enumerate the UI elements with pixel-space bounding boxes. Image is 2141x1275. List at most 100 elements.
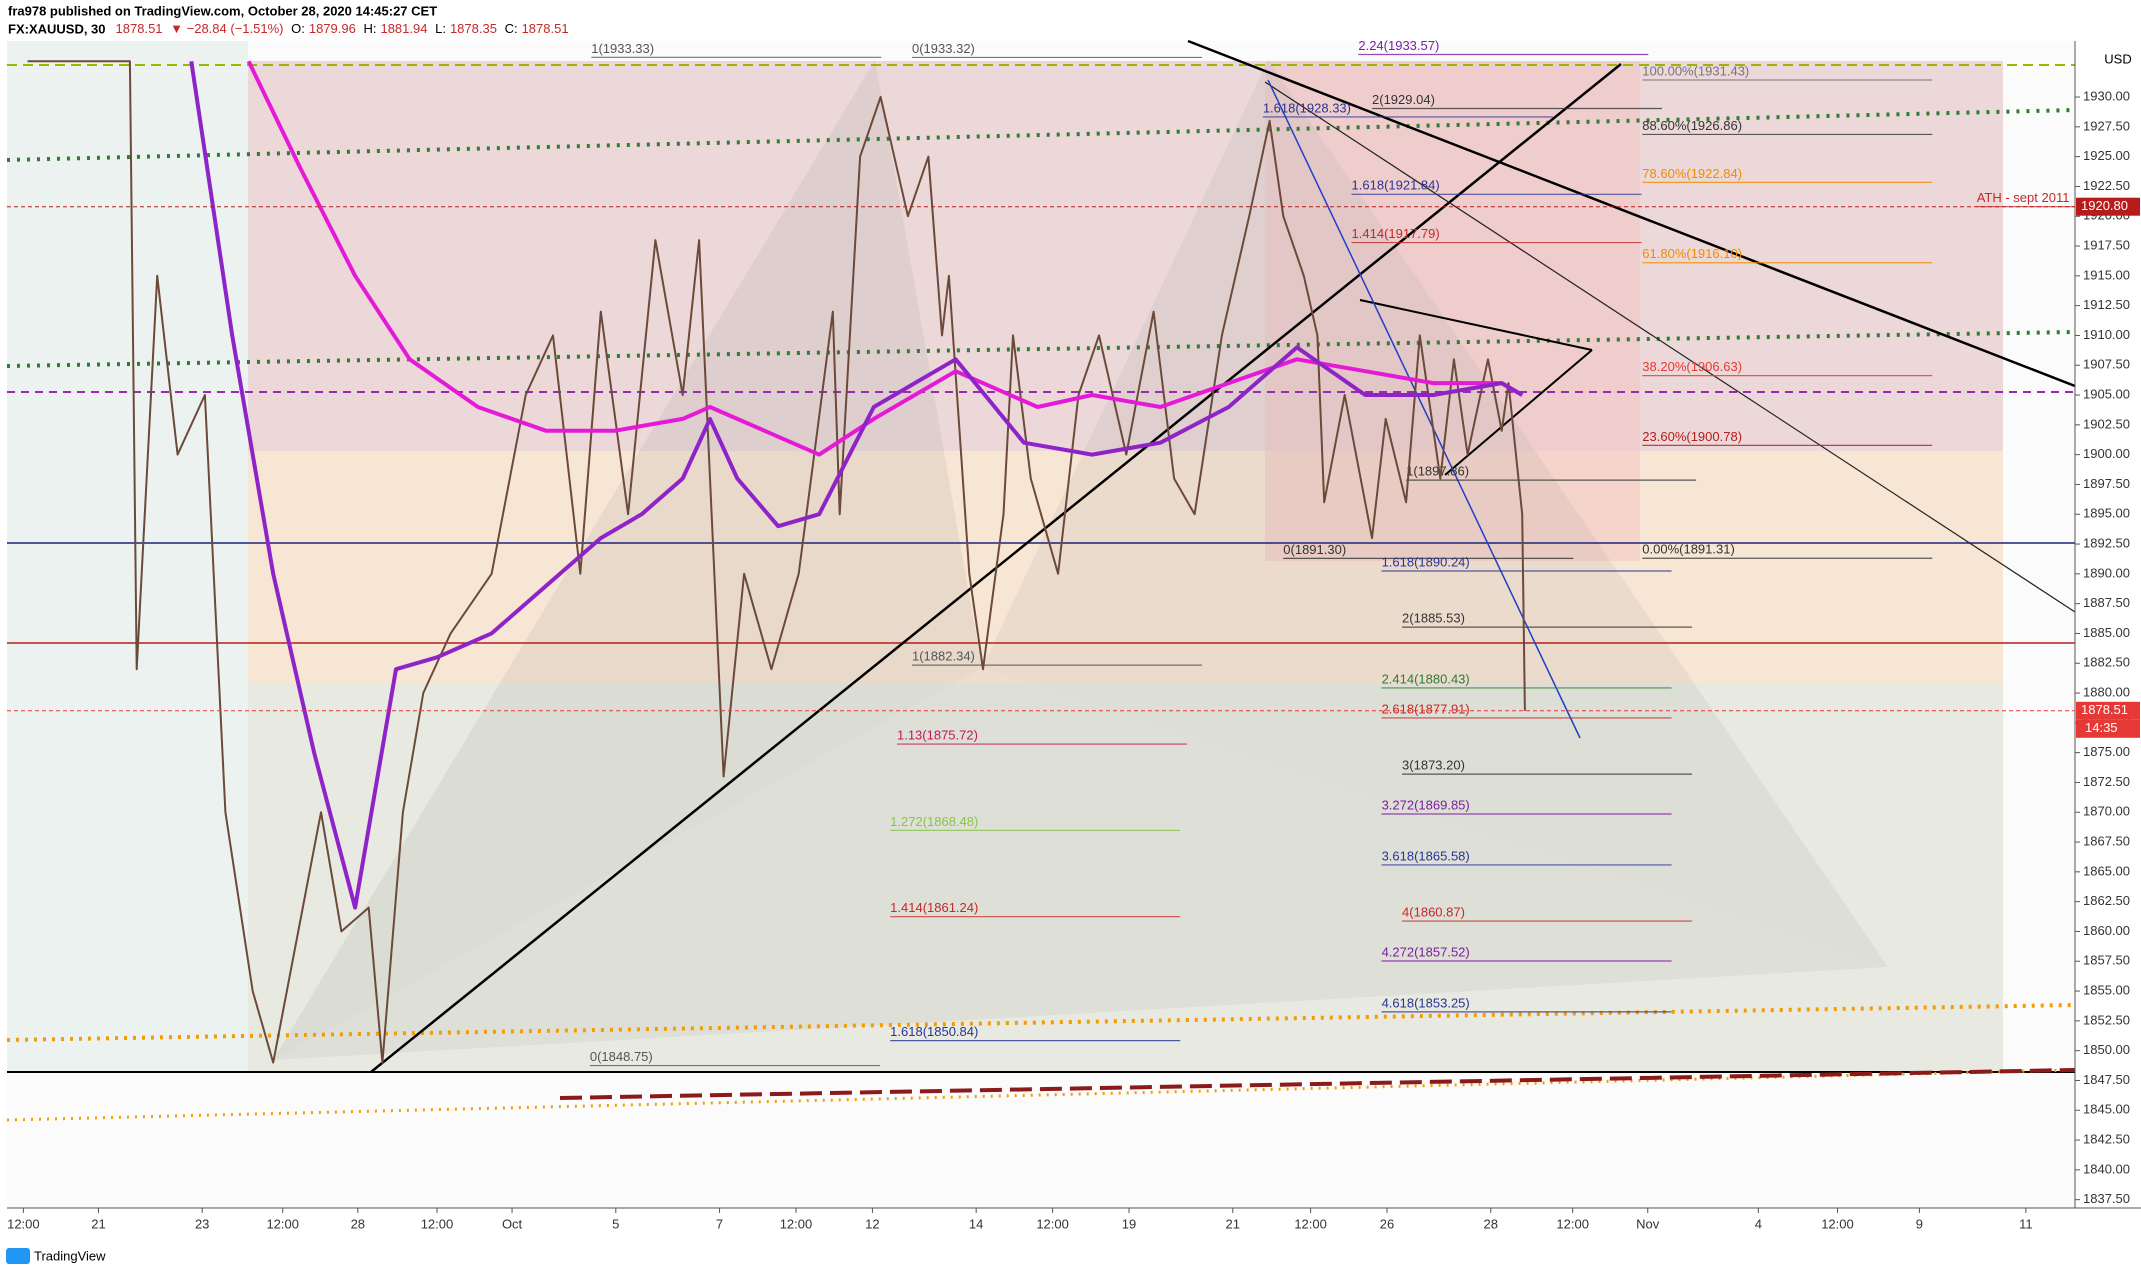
y-tick-label: 1857.50 xyxy=(2083,953,2130,968)
h-label: H: xyxy=(363,21,376,36)
o-label: O: xyxy=(291,21,305,36)
brand[interactable]: TradingView xyxy=(34,1248,106,1263)
y-tick-label: 1845.00 xyxy=(2083,1102,2130,1117)
y-tick-label: 1867.50 xyxy=(2083,833,2130,848)
countdown-box xyxy=(2076,719,2140,738)
y-tick-label: 1917.50 xyxy=(2083,237,2130,252)
y-tick-label: 1892.50 xyxy=(2083,535,2130,550)
y-tick-label: 1905.00 xyxy=(2083,386,2130,401)
fib-label: ATH - sept 2011 xyxy=(1977,190,2070,205)
fib-label: 2.618(1877.91) xyxy=(1382,701,1470,716)
fib-label: 2(1929.04) xyxy=(1372,92,1435,107)
symbol: FX:XAUUSD, 30 xyxy=(8,21,106,36)
fib-label: 88.60%(1926.86) xyxy=(1642,118,1742,133)
fib-label: 0(1848.75) xyxy=(590,1049,653,1064)
y-tick-label: 1887.50 xyxy=(2083,595,2130,610)
fib-label: 1.618(1850.84) xyxy=(890,1024,978,1039)
x-tick-label: 5 xyxy=(612,1216,619,1231)
dotted-trend xyxy=(6,1003,2076,1042)
price-tag-label: 1878.51 xyxy=(2081,702,2128,717)
y-tick-label: 1840.00 xyxy=(2083,1161,2130,1176)
fib-label: 1.618(1928.33) xyxy=(1263,100,1351,115)
trend-line xyxy=(1267,79,1581,739)
y-tick-label: 1910.00 xyxy=(2083,327,2130,342)
zone-left xyxy=(7,41,248,1072)
y-tick-label: 1895.00 xyxy=(2083,506,2130,521)
change: ▼ −28.84 (−1.51%) xyxy=(170,21,283,36)
fib-label: 23.60%(1900.78) xyxy=(1642,429,1742,444)
l-label: L: xyxy=(435,21,446,36)
fib-label: 2.24(1933.57) xyxy=(1358,38,1439,53)
y-tick-label: 1885.00 xyxy=(2083,625,2130,640)
trend-line xyxy=(1187,39,2076,388)
x-tick-label: 12 xyxy=(865,1216,879,1231)
x-tick-label: Nov xyxy=(1636,1216,1660,1231)
fib-label: 3.618(1865.58) xyxy=(1382,848,1470,863)
y-tick-label: 1882.50 xyxy=(2083,655,2130,670)
y-tick-label: 1897.50 xyxy=(2083,476,2130,491)
fib-label: 78.60%(1922.84) xyxy=(1642,166,1742,181)
y-tick-label: 1860.00 xyxy=(2083,923,2130,938)
fib-label: 1(1882.34) xyxy=(912,649,975,664)
y-tick-label: 1852.50 xyxy=(2083,1012,2130,1027)
dotted-trend xyxy=(6,1068,2076,1122)
zone-upper xyxy=(248,61,2003,451)
fib-label: 0(1933.32) xyxy=(912,41,975,56)
currency: USD xyxy=(2104,51,2131,66)
price-axis xyxy=(2075,41,2141,1208)
x-tick-label: 26 xyxy=(1380,1216,1394,1231)
zone-middle xyxy=(248,451,2003,683)
x-tick-label: 12:00 xyxy=(1294,1216,1327,1231)
y-tick-label: 1850.00 xyxy=(2083,1042,2130,1057)
x-tick-label: 12:00 xyxy=(7,1216,40,1231)
x-tick-label: 4 xyxy=(1755,1216,1762,1231)
y-tick-label: 1900.00 xyxy=(2083,446,2130,461)
x-tick-label: 19 xyxy=(1122,1216,1136,1231)
publisher: fra978 published on TradingView.com, Oct… xyxy=(8,3,437,18)
o-value: 1879.96 xyxy=(309,21,356,36)
x-tick-label: 21 xyxy=(91,1216,105,1231)
fib-label: 4.272(1857.52) xyxy=(1382,944,1470,959)
fib-label: 1(1897.86) xyxy=(1406,464,1469,479)
x-tick-label: 12:00 xyxy=(1556,1216,1589,1231)
fib-label: 61.80%(1916.10) xyxy=(1642,246,1742,261)
x-tick-label: 12:00 xyxy=(780,1216,813,1231)
price-tag xyxy=(2076,197,2140,216)
moving-average xyxy=(189,61,1524,910)
y-tick-label: 1872.50 xyxy=(2083,774,2130,789)
y-tick-label: 1930.00 xyxy=(2083,88,2130,103)
y-tick-label: 1862.50 xyxy=(2083,893,2130,908)
x-tick-label: 9 xyxy=(1916,1216,1923,1231)
y-tick-label: 1922.50 xyxy=(2083,178,2130,193)
zone-lower xyxy=(248,683,2003,1072)
y-tick-label: 1837.50 xyxy=(2083,1191,2130,1206)
x-tick-label: 12:00 xyxy=(1036,1216,1069,1231)
dashed-trend xyxy=(559,1068,2076,1100)
fib-label: 1.618(1921.84) xyxy=(1352,178,1440,193)
countdown: 14:35 xyxy=(2085,720,2118,735)
x-tick-label: 11 xyxy=(2019,1216,2033,1231)
fib-label: 1(1933.33) xyxy=(591,41,654,56)
fib-label: 4(1860.87) xyxy=(1402,905,1465,920)
trend-line xyxy=(1264,81,2076,613)
x-tick-label: 12:00 xyxy=(266,1216,299,1231)
price-tag-label: 1920.80 xyxy=(2081,198,2128,213)
y-tick-label: 1927.50 xyxy=(2083,118,2130,133)
y-tick-label: 1925.00 xyxy=(2083,148,2130,163)
y-tick-label: 1870.00 xyxy=(2083,804,2130,819)
pattern-xbd xyxy=(273,668,1888,1060)
y-tick-label: 1880.00 xyxy=(2083,684,2130,699)
x-tick-label: 7 xyxy=(716,1216,723,1231)
y-tick-label: 1912.50 xyxy=(2083,297,2130,312)
trend-line xyxy=(1359,299,1593,351)
last: 1878.51 xyxy=(116,21,163,36)
fib-label: 3(1873.20) xyxy=(1402,758,1465,773)
logo[interactable] xyxy=(6,1248,30,1264)
y-tick-label: 1890.00 xyxy=(2083,565,2130,580)
fib-label: 2.414(1880.43) xyxy=(1382,671,1470,686)
pattern-bcd xyxy=(982,60,1888,967)
c-label: C: xyxy=(505,21,518,36)
fib-label: 1.618(1890.24) xyxy=(1382,554,1470,569)
c-value: 1878.51 xyxy=(522,21,569,36)
